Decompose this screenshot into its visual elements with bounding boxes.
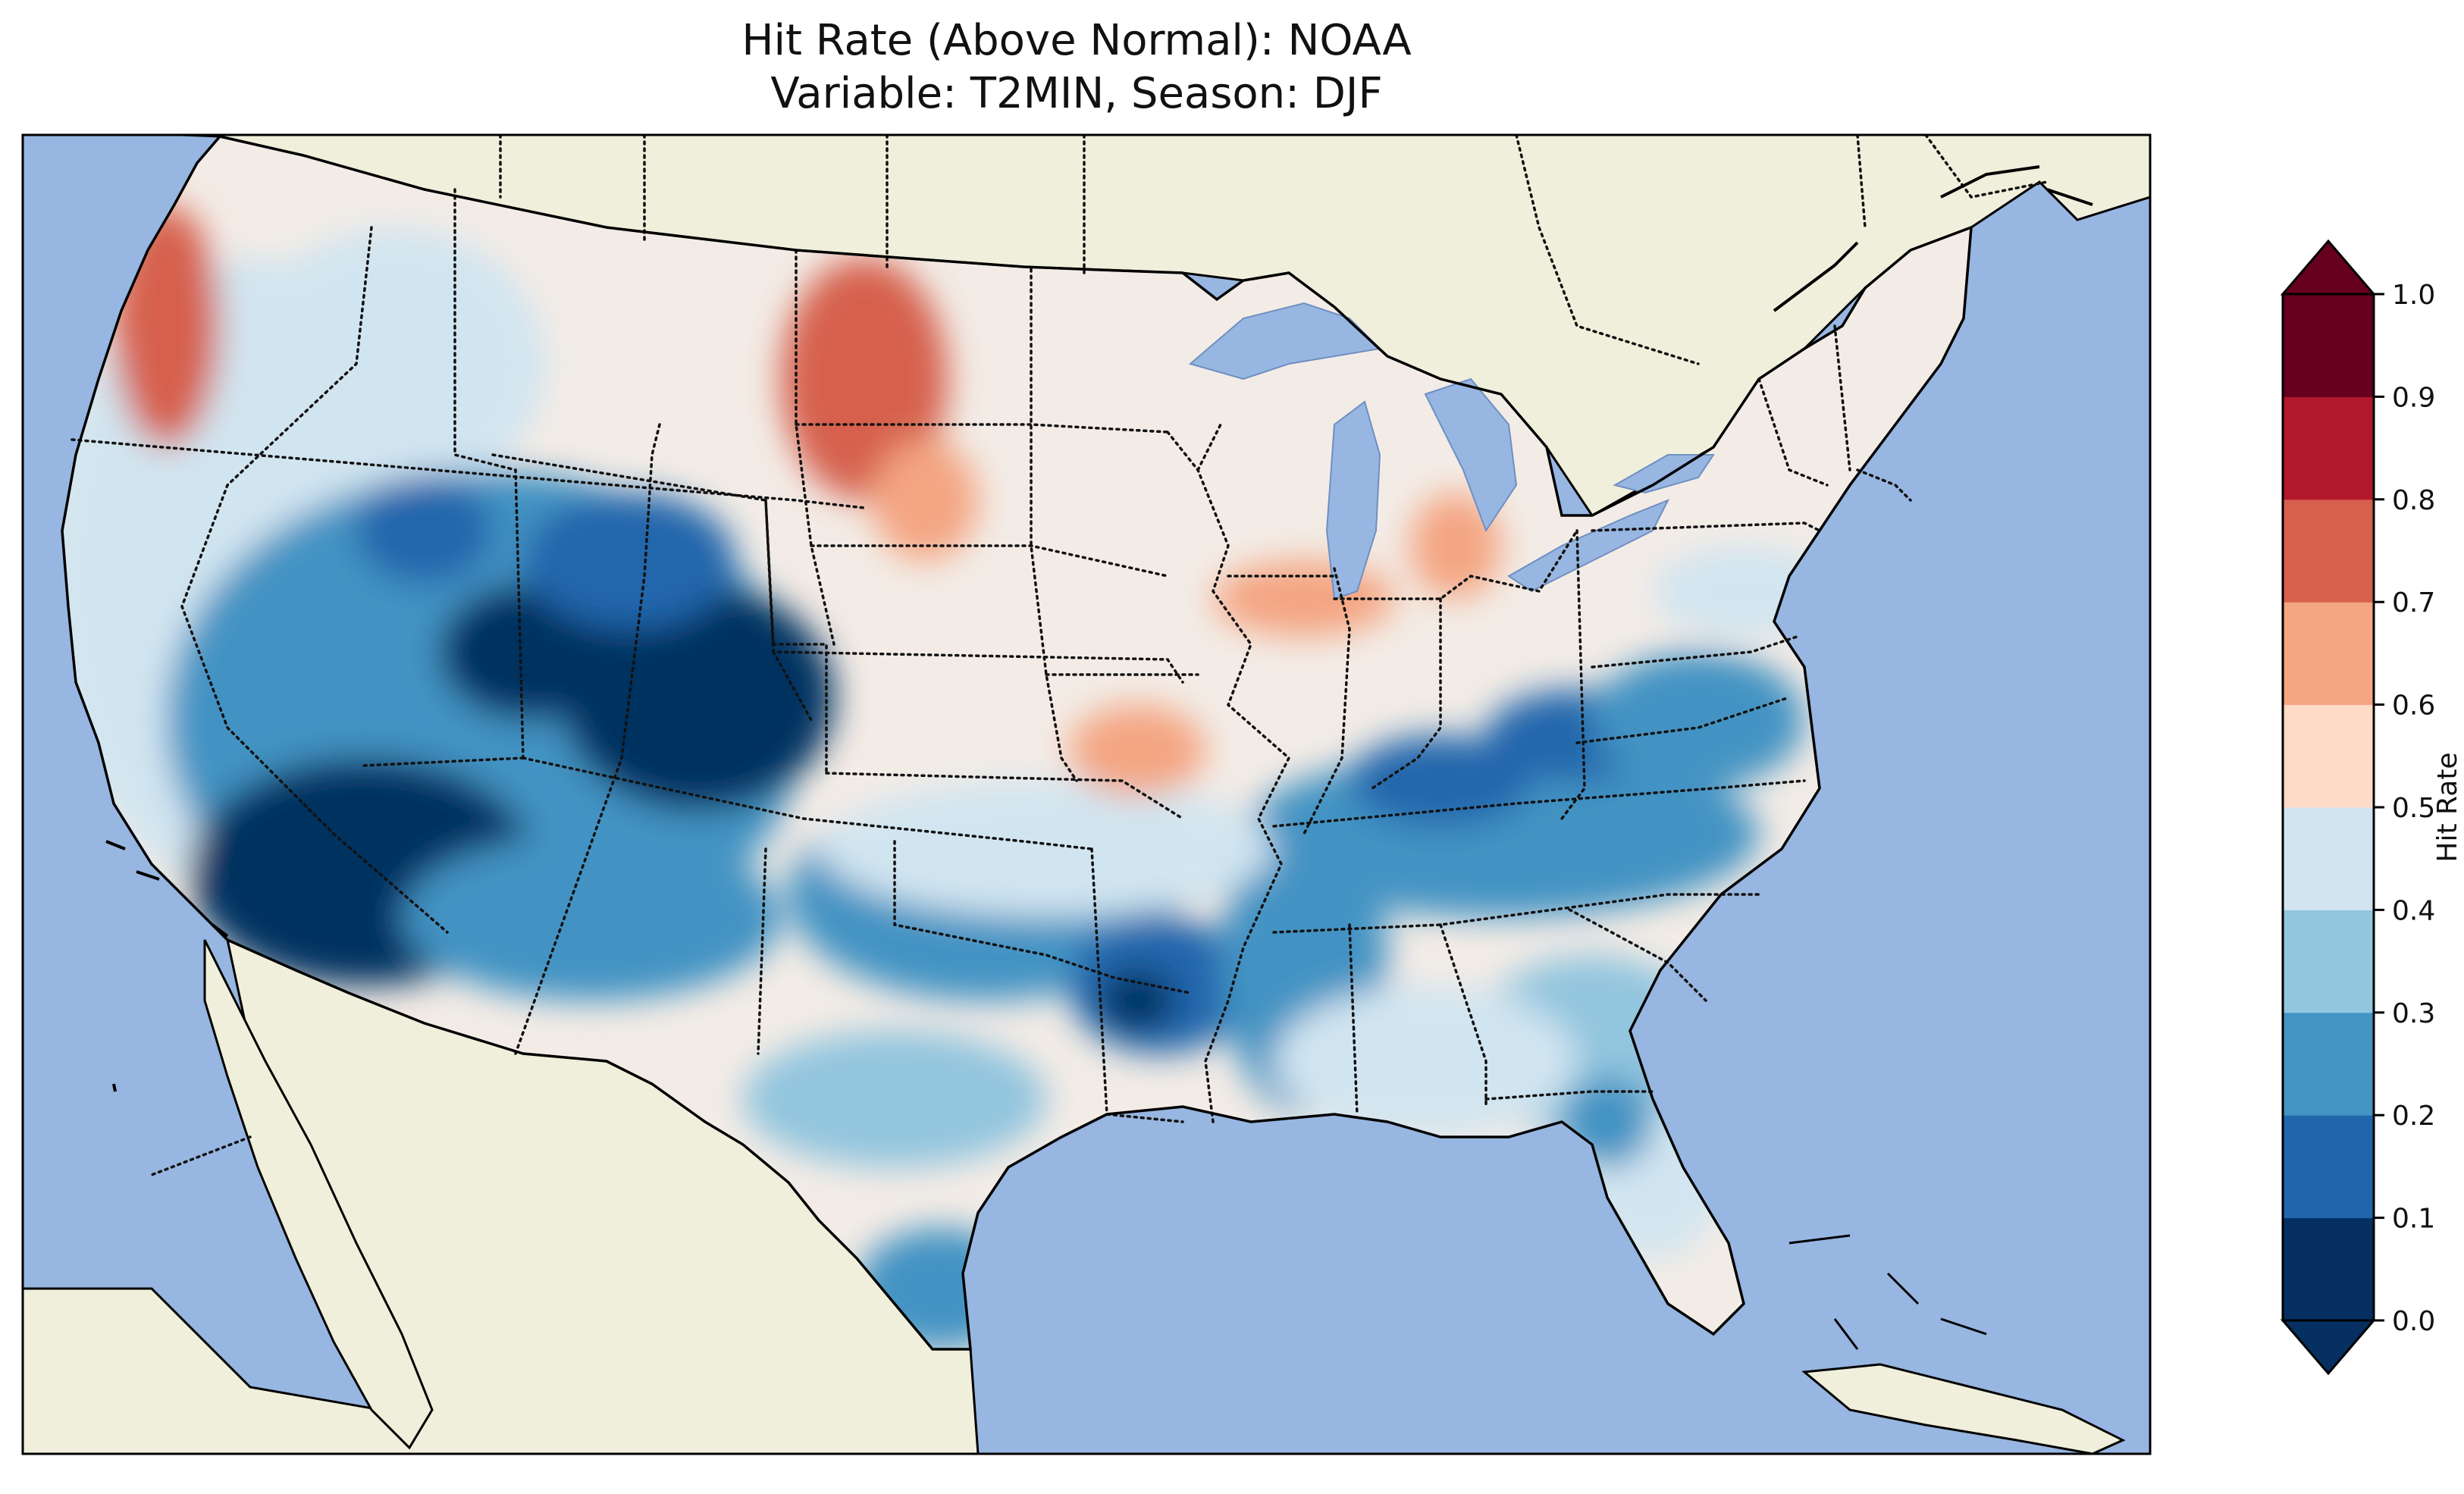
colorbar-segment xyxy=(2283,396,2374,500)
colorbar-extend-max xyxy=(2280,239,2377,296)
colorbar-segment xyxy=(2283,602,2374,706)
us-canada-border xyxy=(219,135,1183,274)
baja-peninsula xyxy=(203,939,434,1450)
colorbar: 0.0 0.1 0.2 0.3 0.4 0.5 0.6 0.7 0.8 0.9 1.0 Hit Ra… xyxy=(2280,239,2463,1376)
colorbar-segment xyxy=(2283,294,2374,397)
colorbar-tick-label: 0.0 xyxy=(2392,1306,2435,1337)
colorbar-segment xyxy=(2283,1115,2374,1219)
colorbar-tick-label: 0.6 xyxy=(2392,691,2435,722)
title-line-2: Variable: T2MIN, Season: DJF xyxy=(770,69,1383,118)
colorbar-extend-min xyxy=(2280,1319,2377,1376)
colorbar-segment xyxy=(2283,910,2374,1013)
west-coast-islands xyxy=(105,840,229,1092)
colorbar-segment xyxy=(2283,1012,2374,1116)
bahamas-islands xyxy=(1788,1234,1987,1350)
colorbar-segment xyxy=(2283,807,2374,910)
great-lakes xyxy=(1188,302,1715,600)
colorbar-segment xyxy=(2283,1217,2374,1321)
colorbar-tick-label: 0.4 xyxy=(2392,895,2435,926)
title-line-1: Hit Rate (Above Normal): NOAA xyxy=(741,16,1412,65)
atlantic-islands xyxy=(1773,165,2093,312)
colorbar-tick-label: 0.9 xyxy=(2392,382,2435,413)
hit-rate-field xyxy=(62,136,1971,1349)
cuba-island xyxy=(1801,1363,2126,1454)
colorbar-segment xyxy=(2283,499,2374,603)
state-borders xyxy=(71,135,2049,1176)
colorbar-label: Hit Rate xyxy=(2432,752,2463,862)
colorbar-tick-label: 0.2 xyxy=(2392,1101,2435,1132)
colorbar-tick-label: 0.8 xyxy=(2392,485,2435,516)
colorbar-tick-label: 0.3 xyxy=(2392,998,2435,1029)
colorbar-tick-label: 0.5 xyxy=(2392,793,2435,824)
colorbar-tick-label: 0.1 xyxy=(2392,1204,2435,1235)
map-panel xyxy=(21,133,2152,1455)
map-frame xyxy=(21,133,2152,1455)
colorbar-tick-label: 1.0 xyxy=(2392,280,2435,311)
colorbar-segment xyxy=(2283,704,2374,808)
colorbar-tick-label: 0.7 xyxy=(2392,587,2435,619)
